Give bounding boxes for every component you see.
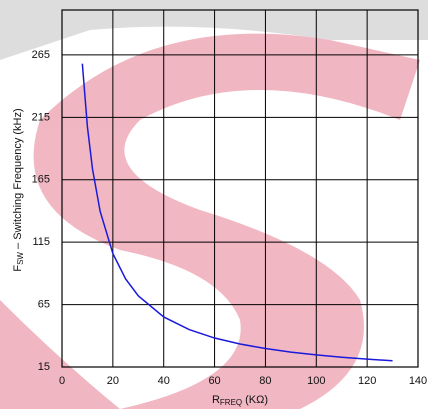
y-tick-label: 215 bbox=[32, 111, 50, 123]
y-tick-label: 65 bbox=[38, 298, 50, 310]
x-label-sub: FREQ bbox=[220, 398, 242, 407]
x-tick-label: 120 bbox=[358, 375, 376, 387]
y-label-sub: SW bbox=[16, 252, 25, 265]
y-label-rest: – Switching Frequency (kHz) bbox=[12, 108, 24, 252]
x-tick-label: 20 bbox=[107, 375, 119, 387]
y-axis-label: FSW – Switching Frequency (kHz) bbox=[12, 108, 25, 271]
x-tick-label: 40 bbox=[158, 375, 170, 387]
y-tick-label: 265 bbox=[32, 49, 50, 61]
y-tick-label: 115 bbox=[32, 236, 50, 248]
y-tick-label: 15 bbox=[38, 361, 50, 373]
x-tick-label: 100 bbox=[307, 375, 325, 387]
x-tick-label: 140 bbox=[409, 375, 427, 387]
x-label-main: R bbox=[212, 394, 220, 406]
x-tick-label: 80 bbox=[259, 375, 271, 387]
y-tick-label: 165 bbox=[32, 174, 50, 186]
x-tick-label: 0 bbox=[59, 375, 65, 387]
y-label-main: F bbox=[12, 265, 24, 272]
x-label-unit: (KΩ) bbox=[245, 394, 268, 406]
x-tick-label: 60 bbox=[208, 375, 220, 387]
x-axis-label: RFREQ (KΩ) bbox=[212, 394, 268, 407]
series-line bbox=[81, 63, 393, 362]
